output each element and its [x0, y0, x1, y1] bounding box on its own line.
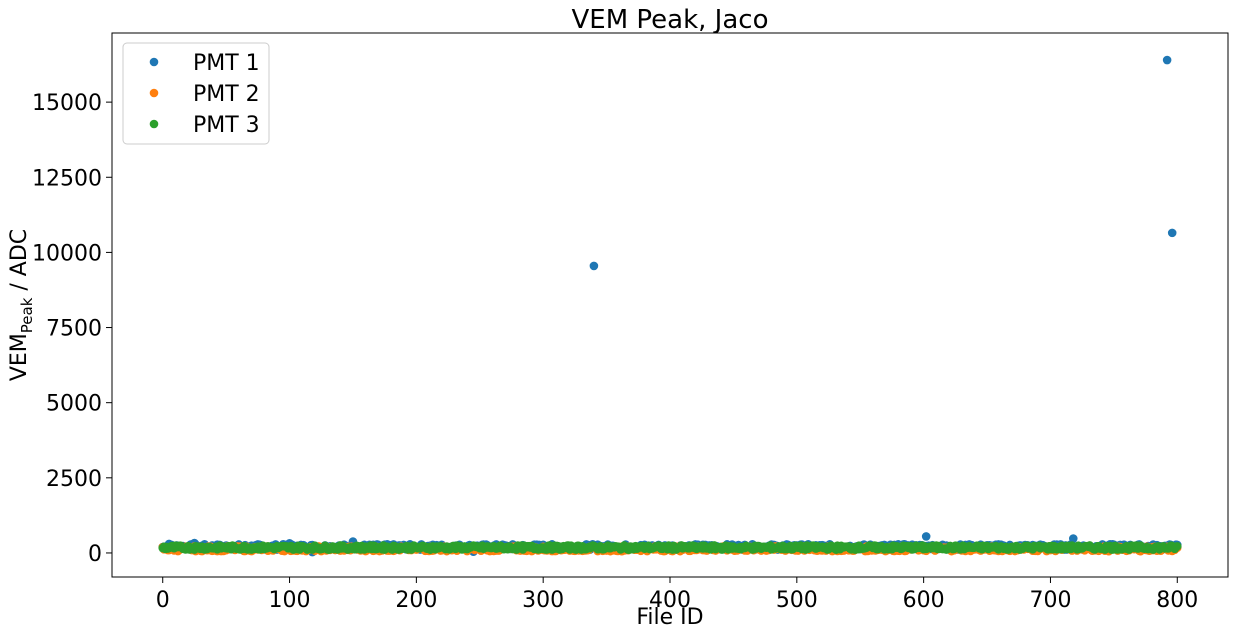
data-point — [1162, 55, 1172, 65]
x-axis-label: File ID — [636, 605, 703, 630]
plot-frame — [111, 32, 1229, 578]
x-tick-label: 800 — [1156, 588, 1198, 613]
legend-marker — [149, 119, 159, 129]
data-point — [1167, 228, 1177, 238]
x-tick-label: 200 — [395, 588, 437, 613]
legend: PMT 1 PMT 2 PMT 3 — [122, 42, 270, 145]
legend-entry: PMT 1 — [193, 51, 260, 76]
legend-entry: PMT 2 — [193, 82, 260, 107]
x-tick-label: 700 — [1029, 588, 1071, 613]
y-tick-label: 5000 — [46, 392, 102, 417]
y-tick-label: 15000 — [32, 91, 102, 116]
legend-entry: PMT 3 — [193, 113, 260, 138]
y-axis: 0 2500 5000 7500 10000 12500 15000 — [32, 91, 112, 567]
legend-box — [122, 42, 270, 145]
x-tick-label: 500 — [776, 588, 818, 613]
y-tick-label: 7500 — [46, 317, 102, 342]
y-tick-label: 10000 — [32, 241, 102, 266]
x-tick-label: 400 — [649, 588, 691, 613]
y-axis-label-subscript: Peak — [18, 297, 36, 333]
y-axis-label: VEMPeak / ADC — [7, 229, 36, 381]
plot-area — [158, 55, 1182, 557]
series-3 — [158, 541, 1182, 554]
legend-marker — [149, 57, 159, 67]
y-axis-label-unit: / ADC — [7, 229, 32, 298]
data-point — [1172, 541, 1182, 551]
data-point — [1068, 534, 1078, 543]
y-tick-label: 12500 — [32, 166, 102, 191]
y-tick-label: 2500 — [46, 467, 102, 492]
legend-marker — [149, 88, 159, 98]
chart-title: VEM Peak, Jaco — [572, 5, 769, 35]
data-point — [589, 261, 599, 271]
x-tick-label: 300 — [522, 588, 564, 613]
x-tick-label: 0 — [156, 588, 170, 613]
x-tick-label: 100 — [269, 588, 311, 613]
series-1 — [158, 55, 1182, 557]
y-axis-label-main: VEM — [7, 333, 32, 381]
x-tick-label: 600 — [903, 588, 945, 613]
x-axis: 0 100 200 300 400 500 600 700 800 — [156, 577, 1198, 613]
y-tick-label: 0 — [88, 542, 102, 567]
data-point — [921, 532, 931, 541]
